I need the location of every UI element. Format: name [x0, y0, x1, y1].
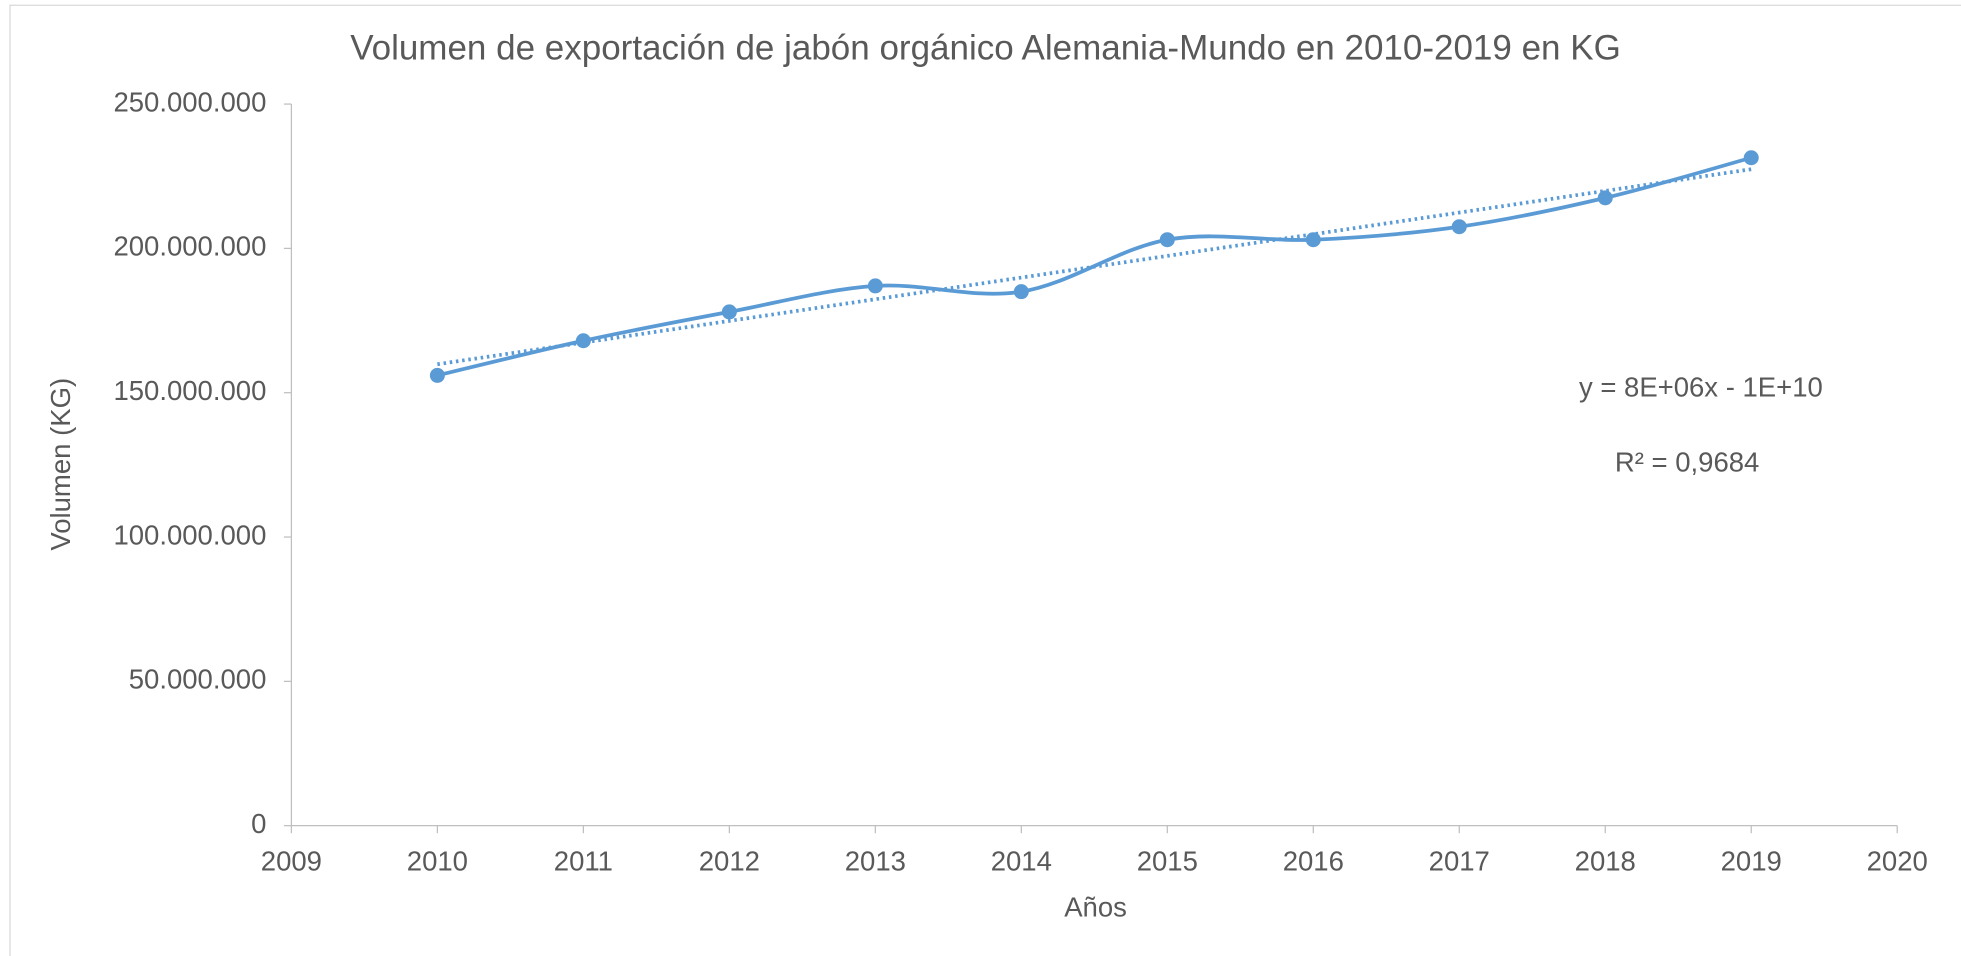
x-tick-label: 2010 [407, 845, 468, 876]
r-squared: R² = 0,9684 [1615, 447, 1759, 478]
x-tick-label: 2012 [699, 845, 760, 876]
x-tick-label: 2016 [1283, 845, 1344, 876]
x-tick-label: 2014 [991, 845, 1052, 876]
x-tick-label: 2011 [554, 845, 613, 876]
data-point [575, 333, 591, 349]
data-point [1597, 190, 1613, 206]
x-tick-label: 2020 [1867, 845, 1928, 876]
x-tick-label: 2017 [1429, 845, 1490, 876]
y-tick-label: 0 [251, 808, 266, 839]
chart-border [9, 4, 1961, 956]
chart-title: Volumen de exportación de jabón orgánico… [350, 29, 1621, 68]
data-point [1159, 232, 1175, 248]
y-tick-label: 50.000.000 [129, 664, 267, 695]
trendline-equation: y = 8E+06x - 1E+10 [1579, 371, 1823, 402]
x-tick-label: 2013 [845, 845, 906, 876]
y-tick-label: 100.000.000 [113, 519, 266, 550]
data-point [1743, 150, 1759, 166]
x-axis-label: Años [1064, 892, 1127, 923]
y-axis-label: Volumen (KG) [45, 378, 76, 551]
x-tick-label: 2015 [1137, 845, 1198, 876]
y-tick-label: 150.000.000 [113, 375, 266, 406]
data-point [1305, 232, 1321, 248]
y-tick-label: 250.000.000 [113, 86, 266, 117]
data-point [1451, 219, 1467, 235]
x-tick-label: 2009 [261, 845, 322, 876]
data-point [721, 304, 737, 320]
y-tick-label: 200.000.000 [113, 231, 266, 262]
x-tick-label: 2019 [1721, 845, 1782, 876]
x-tick-label: 2018 [1575, 845, 1636, 876]
series-line [436, 155, 1752, 378]
data-point [867, 278, 883, 294]
data-point [429, 367, 445, 383]
data-point [1013, 284, 1029, 300]
